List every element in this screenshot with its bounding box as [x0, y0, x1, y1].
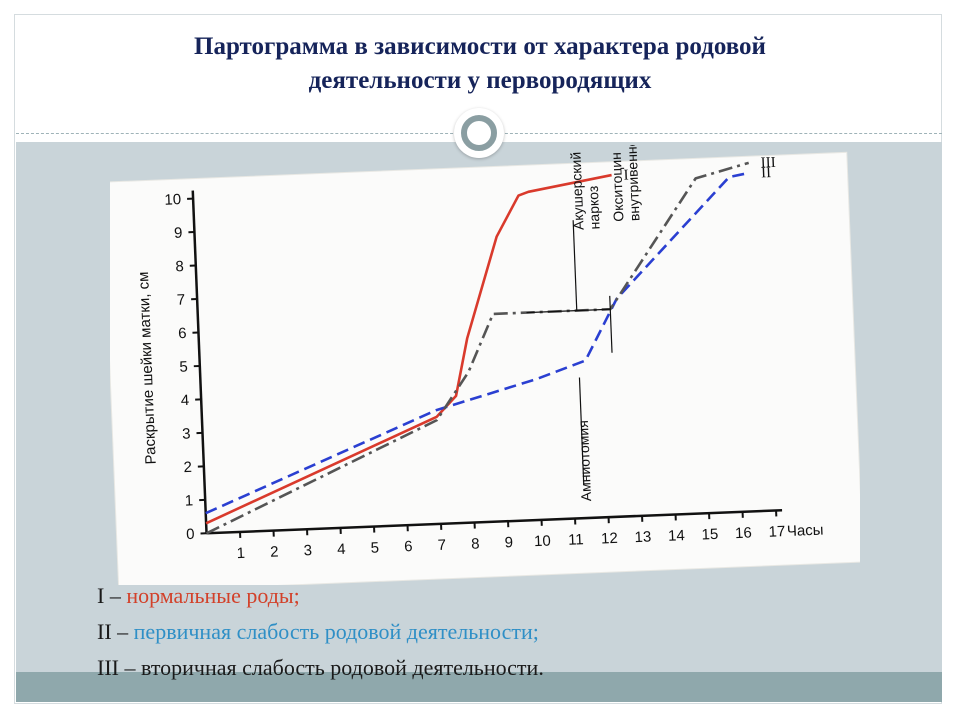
series-line-3 [205, 161, 750, 535]
y-tick-label: 2 [183, 459, 192, 476]
title-line-2: деятельности у первородящих [308, 67, 652, 94]
legend-num: II [97, 619, 112, 644]
annotation-label-3: Амниотомия [575, 420, 594, 502]
slide-title: Партограмма в зависимости от характера р… [30, 30, 930, 98]
series-label-1: I [623, 167, 629, 183]
y-tick-label: 3 [182, 425, 191, 442]
x-tick-label: 6 [404, 538, 413, 555]
x-tick-label: 9 [504, 534, 513, 551]
x-tick-label: 2 [270, 543, 279, 560]
y-tick-label: 7 [176, 291, 185, 308]
legend-text: вторичная слабость родовой деятельности. [140, 655, 544, 680]
y-tick-label: 4 [181, 392, 190, 409]
chart-svg: 1 2 3 4 5 6 7 8 9 10 11 12 13 14 15 16 17012345678910Час… [110, 145, 860, 585]
legend-num: III [97, 655, 119, 680]
y-tick-label: 8 [175, 258, 184, 275]
chart-legend: I – нормальные роды; II – первичная слаб… [97, 578, 544, 686]
x-tick-label: 17 [768, 523, 785, 541]
legend-item-2: II – первичная слабость родовой деятельн… [97, 619, 539, 644]
chart-paper [110, 151, 860, 585]
x-axis-title: Часы [787, 522, 824, 540]
series-label-2: II [761, 165, 772, 181]
circle-ornament-icon [454, 108, 504, 158]
x-tick-label: 3 [303, 542, 312, 559]
x-tick-label: 5 [370, 539, 379, 556]
x-tick-label: 13 [634, 528, 651, 546]
y-tick-label: 10 [164, 191, 181, 209]
legend-text: первичная слабость родовой деятельности; [133, 619, 539, 644]
x-tick-label: 8 [471, 535, 480, 552]
series-line-2 [205, 171, 750, 515]
title-line-1: Партограмма в зависимости от характера р… [194, 33, 766, 60]
y-axis-line [191, 190, 208, 534]
x-tick-label: 16 [735, 524, 752, 542]
annotation-label-2: Окситоцинвнутривенно [607, 145, 642, 222]
y-tick-label: 1 [185, 492, 194, 509]
legend-item-3: III – вторичная слабость родовой деятель… [97, 655, 544, 680]
x-tick-label: 4 [337, 541, 346, 558]
x-tick-label: 14 [668, 527, 685, 545]
legend-item-1: I – нормальные роды; [97, 583, 300, 608]
footer-band [16, 672, 942, 702]
x-tick-label: 15 [701, 526, 718, 544]
x-axis-line [206, 508, 783, 535]
annotation-bracket [526, 308, 611, 314]
legend-text: нормальные роды; [126, 583, 300, 608]
x-tick-label: 11 [568, 531, 584, 549]
y-tick-label: 5 [179, 358, 188, 375]
x-tick-label: 7 [437, 537, 446, 554]
x-tick-label: 1 [236, 545, 245, 562]
series-label-3: III [760, 155, 776, 172]
x-tick-label: 10 [534, 533, 551, 551]
x-tick-label: 12 [601, 530, 618, 548]
annotation-label-1: Акушерскийнаркоз [567, 151, 602, 230]
y-tick-label: 9 [174, 225, 183, 242]
y-tick-label: 0 [186, 526, 195, 543]
legend-num: I [97, 583, 105, 608]
annotation-pointer [578, 377, 585, 485]
annotation-pointer [572, 220, 578, 311]
partogram-chart: 1 2 3 4 5 6 7 8 9 10 11 12 13 14 15 16 17 0 1 2 3 4 5 6 7 8 9 10 Час… [110, 145, 860, 585]
y-tick-label: 6 [178, 325, 187, 342]
annotation-tick [609, 295, 613, 353]
